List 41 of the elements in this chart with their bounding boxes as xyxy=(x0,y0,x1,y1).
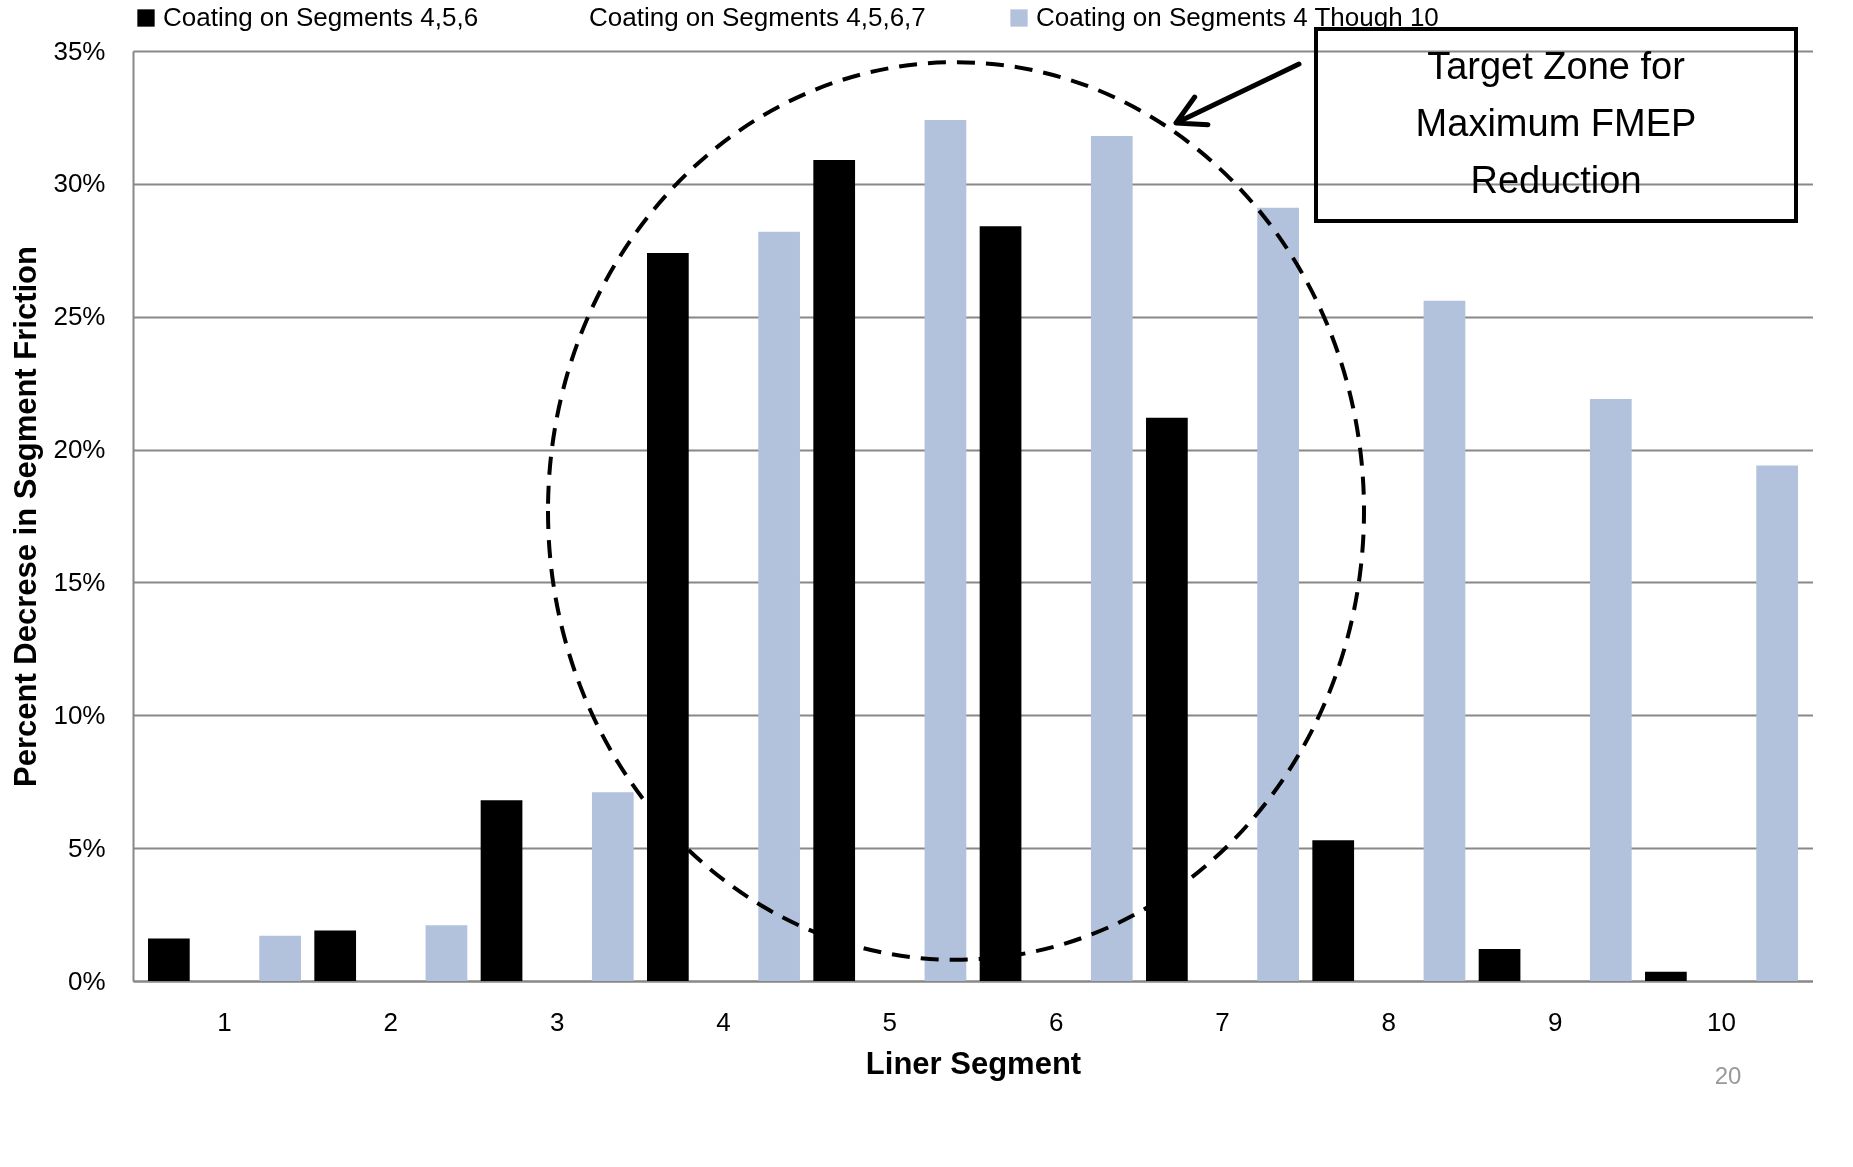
bar xyxy=(758,231,800,981)
y-tick-label: 5% xyxy=(67,832,106,863)
y-tick-label: 15% xyxy=(53,566,106,597)
annotation: Target Zone for Maximum FMEP Reduction xyxy=(1415,45,1697,201)
x-tick-label: 10 xyxy=(1707,1006,1736,1037)
text: 20 xyxy=(1714,1062,1742,1089)
bar xyxy=(480,800,523,981)
x-tick-label: 3 xyxy=(549,1006,565,1037)
legend-label: Coating on Segments 4 Though 10 xyxy=(1036,2,1439,32)
legend-label: Coating on Segments 4,5,6 xyxy=(163,2,479,32)
bar xyxy=(1257,207,1299,981)
bar xyxy=(1645,971,1687,981)
y-axis-title: Percent Decrese in Segment Friction xyxy=(8,246,44,787)
x-tick-label: 7 xyxy=(1215,1006,1230,1037)
bar xyxy=(1090,136,1133,981)
bar xyxy=(924,120,967,981)
bar xyxy=(425,925,468,981)
y-tick-label: 35% xyxy=(53,35,106,66)
bar xyxy=(259,935,301,981)
x-tick-label: 9 xyxy=(1547,1006,1563,1037)
bar xyxy=(591,792,634,981)
x-tick-label: 2 xyxy=(383,1006,399,1037)
text: Coating on Segments 4,5,6,7 xyxy=(589,2,926,32)
x-axis-title: Liner Segment xyxy=(865,1045,1082,1081)
bar xyxy=(1589,399,1632,981)
bar xyxy=(1312,840,1355,981)
y-tick-label: 25% xyxy=(53,301,106,332)
x-tick-label: 6 xyxy=(1048,1006,1064,1037)
bar xyxy=(147,938,190,981)
bar xyxy=(1756,465,1799,981)
bar xyxy=(1423,300,1466,981)
y-tick-label: 10% xyxy=(53,699,106,730)
y-tick-label: 30% xyxy=(53,168,106,199)
x-tick-label: 5 xyxy=(882,1006,898,1037)
bar xyxy=(314,930,357,981)
y-tick-label: 20% xyxy=(53,434,106,465)
x-tick-label: 8 xyxy=(1381,1006,1397,1037)
x-tick-label: 1 xyxy=(217,1006,232,1037)
x-tick-label: 4 xyxy=(716,1006,731,1037)
bar xyxy=(1478,949,1521,981)
y-tick-label: 0% xyxy=(67,965,106,996)
